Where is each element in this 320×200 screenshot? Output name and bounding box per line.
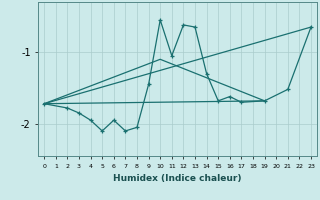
X-axis label: Humidex (Indice chaleur): Humidex (Indice chaleur): [113, 174, 242, 183]
